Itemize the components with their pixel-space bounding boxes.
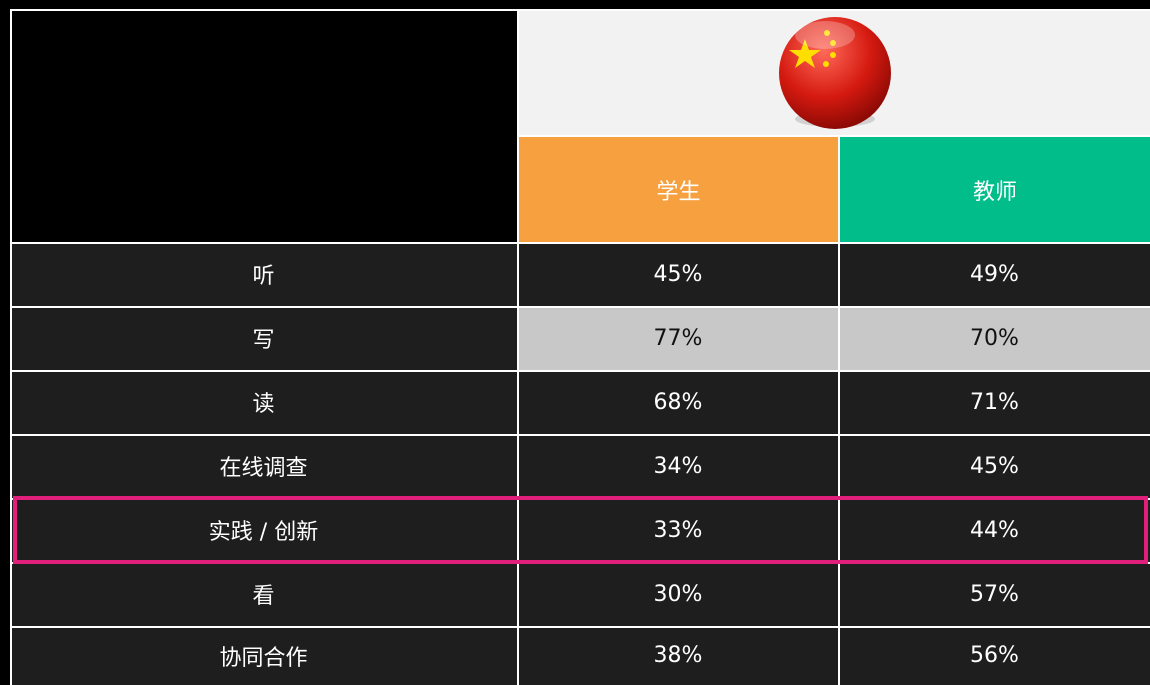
row-border [10,9,1150,11]
row-label: 写 [10,306,517,370]
value-cell: 34% [518,434,838,498]
value-cell: 49% [839,242,1150,306]
row-border [519,135,1150,137]
value-cell: 44% [839,498,1150,562]
header-cell: 学生 [519,137,838,242]
value-cell: 57% [839,562,1150,626]
row-label: 在线调查 [10,434,517,498]
row-border [10,306,1150,308]
value-cell: 56% [839,626,1150,685]
col-border [838,137,840,685]
row-highlight [13,496,1148,564]
row-border [10,434,1150,436]
value-cell: 70% [839,306,1150,370]
col-border [517,10,519,685]
value-cell: 45% [839,434,1150,498]
value-cell: 33% [518,498,838,562]
row-label: 看 [10,562,517,626]
row-label: 听 [10,242,517,306]
col-border [10,10,12,685]
value-cell: 71% [839,370,1150,434]
row-border [10,626,1150,628]
value-cell: 77% [518,306,838,370]
value-cell: 30% [518,562,838,626]
row-border [10,370,1150,372]
flag-icon [778,16,891,129]
row-label: 协同合作 [10,626,517,685]
value-cell: 68% [518,370,838,434]
row-label: 读 [10,370,517,434]
corner-cell [10,10,517,242]
row-border [10,242,1150,244]
row-label: 实践 / 创新 [10,498,517,562]
header-cell: 教师 [840,137,1150,242]
value-cell: 38% [518,626,838,685]
flag-cell [519,10,1150,135]
value-cell: 45% [518,242,838,306]
